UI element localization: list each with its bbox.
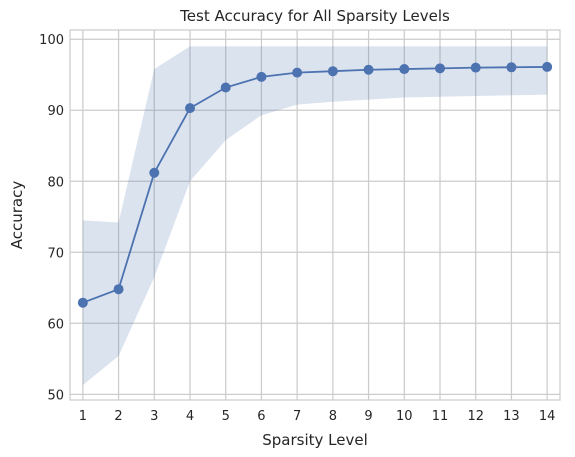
data-point — [256, 71, 267, 82]
y-tick-label: 60 — [47, 317, 64, 332]
chart-title: Test Accuracy for All Sparsity Levels — [179, 7, 450, 25]
y-tick-label: 90 — [47, 104, 64, 119]
x-tick-label: 13 — [503, 409, 520, 424]
x-tick-label: 9 — [364, 409, 372, 424]
data-point — [542, 61, 553, 72]
x-tick-label: 4 — [186, 409, 194, 424]
data-point — [399, 64, 410, 75]
data-point — [327, 66, 338, 77]
x-tick-label: 12 — [467, 409, 484, 424]
plot-frame — [69, 29, 561, 401]
data-point — [220, 82, 231, 93]
x-tick-label: 10 — [396, 409, 413, 424]
data-point — [77, 297, 88, 308]
series-line-group — [82, 66, 548, 304]
data-points — [77, 61, 553, 308]
data-point — [292, 67, 303, 78]
data-point — [470, 62, 481, 73]
x-tick-label: 3 — [150, 409, 158, 424]
x-tick-label: 7 — [293, 409, 301, 424]
x-tick-labels: 1 2 3 4 5 6 7 8 9 10 11 12 13 14 — [79, 409, 556, 424]
x-tick-label: 8 — [329, 409, 337, 424]
y-tick-labels: 50 60 70 80 90 100 — [39, 33, 64, 403]
x-tick-label: 11 — [432, 409, 449, 424]
data-point — [149, 167, 160, 178]
data-point — [185, 103, 195, 114]
confidence-band-area — [82, 46, 548, 386]
data-point — [435, 63, 445, 74]
x-tick-label: 2 — [114, 409, 122, 424]
data-point — [113, 284, 124, 295]
confidence-band — [82, 46, 548, 386]
y-tick-label: 70 — [47, 246, 64, 261]
x-tick-label: 5 — [222, 409, 230, 424]
data-point — [363, 64, 374, 75]
y-tick-label: 100 — [39, 33, 64, 48]
series-line — [82, 66, 548, 304]
x-tick-label: 14 — [539, 409, 556, 424]
data-point — [506, 62, 517, 73]
x-axis-label: Sparsity Level — [262, 431, 368, 449]
x-tick-label: 6 — [257, 409, 265, 424]
y-axis-label: Accuracy — [8, 181, 26, 250]
y-tick-label: 50 — [47, 388, 64, 403]
grid — [70, 30, 560, 400]
x-tick-label: 1 — [79, 409, 87, 424]
y-tick-label: 80 — [47, 175, 64, 190]
